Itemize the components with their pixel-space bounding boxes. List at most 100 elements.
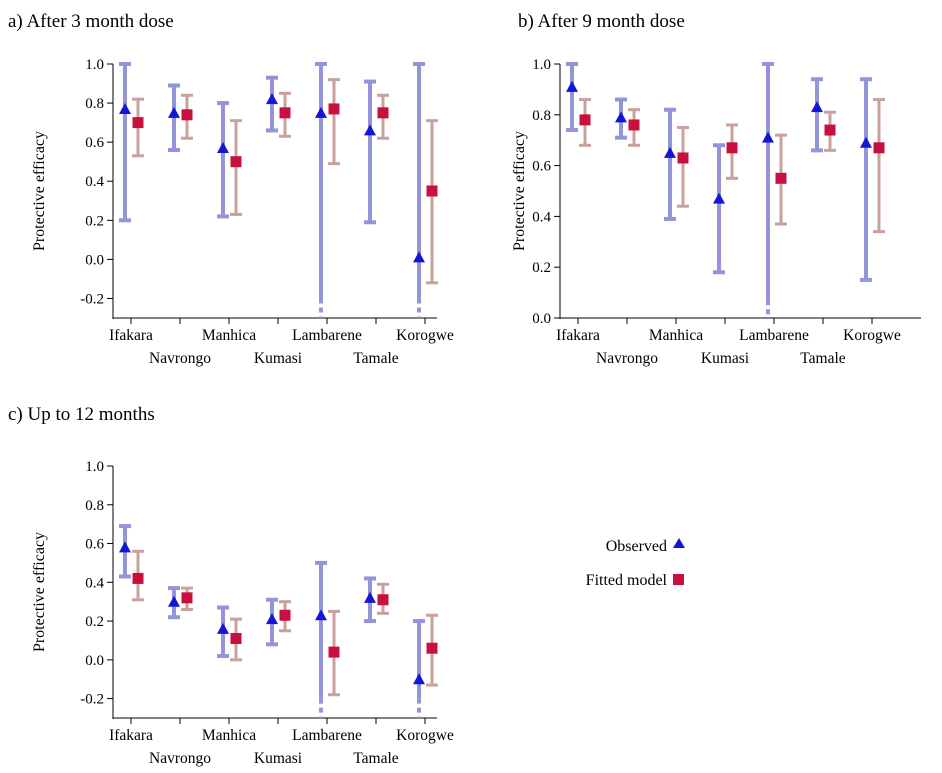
observed-point xyxy=(713,192,725,204)
x-tick-label: Ifakara xyxy=(109,727,153,744)
y-tick-label: 0.0 xyxy=(85,653,104,669)
fitted-point xyxy=(328,646,340,658)
legend-fitted-marker xyxy=(673,574,684,585)
fitted-point xyxy=(377,594,389,606)
observed-point xyxy=(217,142,229,154)
fitted-point xyxy=(181,592,193,604)
y-tick-label: 0.8 xyxy=(85,498,104,514)
observed-point xyxy=(119,541,131,553)
y-tick-label: -0.2 xyxy=(80,692,104,708)
observed-point xyxy=(266,613,278,625)
fitted-point xyxy=(132,572,144,584)
legend-observed-marker xyxy=(673,538,685,548)
observed-point xyxy=(762,131,774,143)
y-tick-label: 0.6 xyxy=(85,135,104,151)
x-tick-label: Tamale xyxy=(800,350,846,367)
observed-point xyxy=(860,136,872,148)
y-axis-label: Protective efficacy xyxy=(511,131,528,251)
x-tick-label: Manhica xyxy=(202,327,256,344)
x-tick-label: Tamale xyxy=(353,750,399,767)
fitted-point xyxy=(775,172,787,184)
panel-title: a) After 3 month dose xyxy=(8,11,174,32)
fitted-point xyxy=(677,152,689,164)
observed-point xyxy=(811,101,823,113)
fitted-point xyxy=(426,642,438,654)
y-tick-label: 0.8 xyxy=(85,96,104,112)
observed-point xyxy=(413,673,425,685)
observed-point xyxy=(315,106,327,118)
x-tick-label: Lambarene xyxy=(739,327,809,344)
x-tick-label: Ifakara xyxy=(109,327,153,344)
panel-title: b) After 9 month dose xyxy=(518,11,685,32)
fitted-point xyxy=(328,103,340,115)
y-tick-label: 0.6 xyxy=(532,159,551,175)
x-tick-label: Navrongo xyxy=(596,350,658,367)
chart-panel-b: b) After 9 month dose Protective efficacy… xyxy=(511,11,921,367)
observed-point xyxy=(119,102,131,114)
chart-panel-a: a) After 3 month dose Protective efficacy… xyxy=(8,11,454,367)
fitted-point xyxy=(230,633,242,645)
fitted-point xyxy=(873,142,885,154)
chart-panel-c: c) Up to 12 months Protective efficacy 1.0… xyxy=(8,404,454,767)
legend: Observed Fitted model xyxy=(586,538,685,589)
fitted-series xyxy=(579,98,885,234)
x-tick-label: Lambarene xyxy=(292,727,362,744)
fitted-point xyxy=(426,185,438,197)
legend-observed-label: Observed xyxy=(606,538,667,555)
x-tick-label: Kumasi xyxy=(254,750,303,767)
observed-point xyxy=(266,93,278,105)
fitted-point xyxy=(132,117,144,129)
fitted-point xyxy=(279,609,291,621)
x-tick-label: Korogwe xyxy=(843,327,901,344)
observed-point xyxy=(217,622,229,634)
observed-series xyxy=(119,62,425,318)
observed-point xyxy=(364,124,376,136)
observed-point xyxy=(615,111,627,123)
y-tick-label: 1.0 xyxy=(85,57,104,73)
observed-point xyxy=(168,106,180,118)
observed-point xyxy=(664,146,676,158)
fitted-point xyxy=(181,109,193,121)
observed-point xyxy=(413,251,425,263)
y-axis-label: Protective efficacy xyxy=(31,131,48,251)
x-tick-label: Tamale xyxy=(353,350,399,367)
y-tick-label: 0.0 xyxy=(85,252,104,268)
x-tick-label: Navrongo xyxy=(149,750,211,767)
fitted-series xyxy=(132,78,438,285)
x-tick-label: Korogwe xyxy=(396,727,454,744)
fitted-point xyxy=(824,124,836,136)
y-tick-label: -0.2 xyxy=(80,291,104,307)
panel-title: c) Up to 12 months xyxy=(8,404,155,425)
x-tick-label: Ifakara xyxy=(556,327,600,344)
observed-point xyxy=(168,595,180,607)
y-tick-label: 0.2 xyxy=(532,260,551,276)
x-tick-label: Korogwe xyxy=(396,327,454,344)
observed-point xyxy=(364,591,376,603)
y-tick-label: 0.4 xyxy=(85,575,104,591)
fitted-point xyxy=(279,107,291,119)
fitted-point xyxy=(230,156,242,168)
x-tick-label: Manhica xyxy=(649,327,703,344)
fitted-point xyxy=(726,142,738,154)
y-tick-label: 0.6 xyxy=(85,537,104,553)
y-axis-label: Protective efficacy xyxy=(31,532,48,652)
x-tick-label: Kumasi xyxy=(254,350,303,367)
y-tick-label: 1.0 xyxy=(532,57,551,73)
observed-point xyxy=(566,80,578,92)
y-tick-label: 0.2 xyxy=(85,213,104,229)
fitted-point xyxy=(579,114,591,126)
fitted-point xyxy=(628,119,640,131)
y-tick-label: 1.0 xyxy=(85,459,104,475)
y-tick-label: 0.8 xyxy=(532,108,551,124)
legend-fitted-label: Fitted model xyxy=(586,572,668,589)
x-tick-label: Lambarene xyxy=(292,327,362,344)
y-tick-label: 0.4 xyxy=(85,174,104,190)
y-tick-label: 0.4 xyxy=(532,209,551,225)
observed-series xyxy=(566,62,872,318)
y-tick-label: 0.2 xyxy=(85,614,104,630)
observed-point xyxy=(315,609,327,621)
observed-series xyxy=(119,524,425,718)
fitted-series xyxy=(132,549,438,697)
x-tick-label: Kumasi xyxy=(701,350,750,367)
